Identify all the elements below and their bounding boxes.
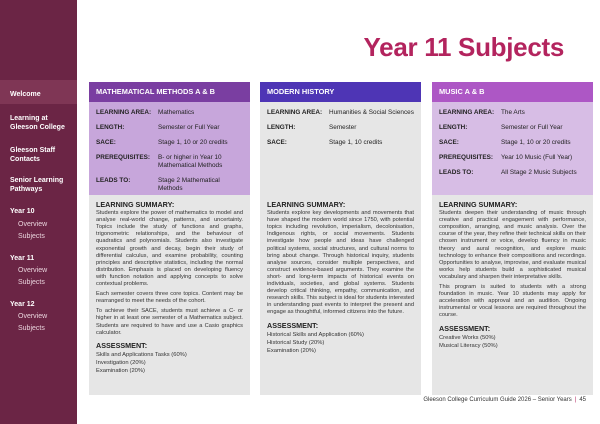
footer-text: Gleeson College Curriculum Guide 2026 – …	[423, 397, 572, 403]
summary-box-methods: LEARNING SUMMARY: Students explore the p…	[89, 195, 250, 395]
subject-info-box: LEARNING AREA: Humanities & Social Scienc…	[260, 102, 421, 195]
info-value: All Stage 2 Music Subjects	[501, 169, 577, 176]
sidebar: Welcome Learning at Gleeson College Glee…	[0, 0, 77, 424]
sidebar-sub-year11-subjects[interactable]: Subjects	[18, 279, 45, 286]
footer-separator: |	[574, 397, 577, 403]
info-key: SACE:	[439, 139, 459, 146]
info-value: Mathematics	[158, 109, 195, 116]
info-key: PREREQUISITES:	[96, 154, 150, 161]
assessment-item: Examination (20%)	[267, 347, 316, 354]
info-row-sace: SACE: Stage 1, 10 credits	[267, 139, 414, 147]
assessment-item: Investigation (20%)	[96, 359, 146, 366]
info-row-learning-area: LEARNING AREA: Humanities & Social Scienc…	[267, 109, 414, 117]
info-value: Semester or Full Year	[501, 124, 563, 131]
sidebar-item-learning[interactable]: Learning at Gleeson College	[10, 115, 65, 131]
info-key: LEARNING AREA:	[267, 109, 323, 116]
info-key: SACE:	[267, 139, 287, 146]
info-row-leads-to: LEADS TO: Stage 2 Mathematical Methods	[96, 177, 243, 193]
summary-heading: LEARNING SUMMARY:	[439, 200, 518, 209]
subject-header: MATHEMATICAL METHODS A & B	[89, 82, 250, 102]
sidebar-item-pathways[interactable]: Senior Learning Pathways	[10, 177, 64, 193]
info-key: PREREQUISITES:	[439, 154, 493, 161]
info-key: LEARNING AREA:	[439, 109, 495, 116]
assessment-item: Historical Study (20%)	[267, 339, 325, 346]
subject-info-box: LEARNING AREA: The Arts LENGTH: Semester o…	[432, 102, 593, 195]
assessment-heading: ASSESSMENT:	[439, 323, 491, 333]
info-row-sace: SACE: Stage 1, 10 or 20 credits	[96, 139, 243, 147]
info-value: Stage 1, 10 or 20 credits	[158, 139, 228, 146]
info-value: B- or higher in Year 10 Mathematical Met…	[158, 154, 223, 169]
sidebar-item-year11[interactable]: Year 11	[10, 255, 35, 262]
page-number: 45	[579, 397, 586, 403]
assessment-item: Skills and Applications Tasks (60%)	[96, 351, 187, 358]
info-value: Stage 1, 10 credits	[329, 139, 383, 146]
info-row-sace: SACE: Stage 1, 10 or 20 credits	[439, 139, 586, 147]
info-key: LENGTH:	[439, 124, 468, 131]
sidebar-item-welcome[interactable]: Welcome	[10, 91, 41, 98]
info-row-length: LENGTH: Semester or Full Year	[96, 124, 243, 132]
footer: Gleeson College Curriculum Guide 2026 – …	[423, 397, 586, 403]
summary-paragraph: This program is suited to students with …	[439, 284, 586, 319]
info-key: LEADS TO:	[96, 177, 131, 184]
subject-column-music: MUSIC A & B LEARNING AREA: The Arts LENGT…	[432, 82, 593, 195]
info-key: LENGTH:	[96, 124, 125, 131]
summary-box-music: LEARNING SUMMARY: Students deepen their …	[432, 195, 593, 395]
summary-box-history: LEARNING SUMMARY: Students explore key d…	[260, 195, 421, 395]
subject-info-box: LEARNING AREA: Mathematics LENGTH: Semeste…	[89, 102, 250, 195]
info-key: LEARNING AREA:	[96, 109, 152, 116]
info-value: Stage 1, 10 or 20 credits	[501, 139, 571, 146]
assessment-item: Historical Skills and Application (60%)	[267, 331, 364, 338]
subject-column-methods: MATHEMATICAL METHODS A & B LEARNING AREA…	[89, 82, 250, 195]
info-key: LENGTH:	[267, 124, 296, 131]
assessment-heading: ASSESSMENT:	[267, 320, 319, 330]
summary-paragraph: Each semester covers three core topics. …	[96, 291, 243, 305]
info-row-leads-to: LEADS TO: All Stage 2 Music Subjects	[439, 169, 586, 177]
info-row-length: LENGTH: Semester	[267, 124, 414, 132]
info-row-length: LENGTH: Semester or Full Year	[439, 124, 586, 132]
subject-header: MUSIC A & B	[432, 82, 593, 102]
subject-column-history: MODERN HISTORY LEARNING AREA: Humanities …	[260, 82, 421, 195]
page-title: Year 11 Subjects	[363, 32, 565, 62]
summary-paragraph: Students explore key developments and mo…	[267, 210, 414, 316]
subject-header: MODERN HISTORY	[260, 82, 421, 102]
sidebar-sub-year11-overview[interactable]: Overview	[18, 267, 48, 274]
info-value: The Arts	[501, 109, 525, 116]
info-value: Humanities & Social Sciences	[329, 109, 414, 116]
assessment-heading: ASSESSMENT:	[96, 340, 148, 350]
info-key: SACE:	[96, 139, 116, 146]
summary-paragraph: Students explore the power of mathematic…	[96, 210, 243, 288]
summary-heading: LEARNING SUMMARY:	[267, 200, 346, 209]
sidebar-sub-year10-subjects[interactable]: Subjects	[18, 233, 45, 240]
info-value: Semester	[329, 124, 357, 131]
info-value: Semester or Full Year	[158, 124, 220, 131]
info-key: LEADS TO:	[439, 169, 474, 176]
sidebar-item-year10[interactable]: Year 10	[10, 208, 35, 215]
info-value: Year 10 Music (Full Year)	[501, 154, 573, 161]
info-row-learning-area: LEARNING AREA: The Arts	[439, 109, 586, 117]
sidebar-sub-year10-overview[interactable]: Overview	[18, 221, 48, 228]
assessment-item: Creative Works (50%)	[439, 334, 496, 341]
summary-paragraph: To achieve their SACE, students must ach…	[96, 308, 243, 336]
info-row-prerequisites: PREREQUISITES: B- or higher in Year 10 Ma…	[96, 154, 243, 170]
assessment-item: Musical Literacy (50%)	[439, 342, 498, 349]
info-row-learning-area: LEARNING AREA: Mathematics	[96, 109, 243, 117]
sidebar-sub-year12-overview[interactable]: Overview	[18, 313, 48, 320]
sidebar-sub-year12-subjects[interactable]: Subjects	[18, 325, 45, 332]
sidebar-item-staff-contacts[interactable]: Gleeson Staff Contacts	[10, 147, 56, 163]
summary-heading: LEARNING SUMMARY:	[96, 200, 175, 209]
summary-paragraph: Students deepen their understanding of m…	[439, 210, 586, 280]
info-value: Stage 2 Mathematical Methods	[158, 177, 220, 192]
sidebar-item-year12[interactable]: Year 12	[10, 301, 35, 308]
sidebar-active-highlight	[0, 80, 77, 104]
assessment-item: Examination (20%)	[96, 367, 145, 374]
info-row-prerequisites: PREREQUISITES: Year 10 Music (Full Year)	[439, 154, 586, 162]
